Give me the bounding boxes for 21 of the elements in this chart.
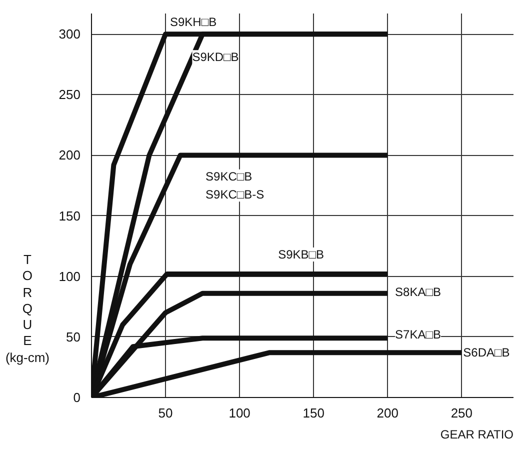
series-label: S9KH□B — [170, 14, 217, 29]
y-tick-label: 250 — [58, 87, 81, 102]
x-tick-label: 250 — [450, 406, 473, 420]
y-tick-label: 50 — [66, 329, 81, 344]
y-axis-title: TORQUE (kg-cm) — [5, 252, 50, 366]
series-label: S9KB□B — [278, 248, 324, 262]
series-label: S9KC□B S9KC□B-S — [206, 169, 264, 202]
series-label: S7KA□B — [395, 328, 441, 342]
series-label: S9KD□B — [192, 50, 239, 64]
y-tick-label: 0 — [73, 390, 81, 405]
y-tick-label: 300 — [58, 26, 81, 42]
x-axis-title: GEAR RATIO — [440, 428, 514, 442]
x-tick-label: 100 — [228, 406, 250, 420]
series-label: S8KA□B — [395, 285, 441, 300]
y-tick-label: 200 — [58, 148, 81, 163]
series-label: S6DA□B — [463, 346, 510, 360]
x-tick-label: 50 — [158, 406, 173, 420]
y-tick-label: 100 — [58, 268, 81, 284]
y-tick-label: 150 — [58, 208, 81, 224]
x-tick-label: 200 — [376, 406, 398, 420]
x-tick-label: 150 — [302, 406, 324, 420]
